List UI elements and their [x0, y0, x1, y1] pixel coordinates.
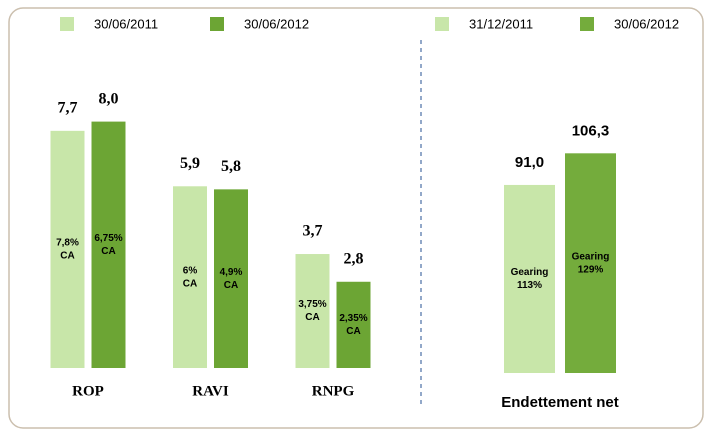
inner-label: 6% [183, 265, 198, 276]
inner-label: Gearing [511, 267, 549, 278]
inner-label: 4,9% [220, 267, 243, 278]
inner-label: CA [183, 278, 197, 289]
inner-label: 7,8% [56, 238, 79, 249]
legend-swatch [210, 17, 224, 31]
inner-label: 2,35% [339, 313, 367, 324]
value-label: 91,0 [515, 154, 544, 171]
inner-label: 129% [578, 264, 604, 275]
legend-label: 30/06/2012 [614, 16, 679, 31]
bar [91, 121, 126, 368]
bar [214, 189, 248, 368]
inner-label: CA [305, 312, 319, 323]
category-label: RNPG [312, 383, 355, 399]
inner-label: CA [101, 246, 115, 257]
value-label: 106,3 [572, 122, 610, 139]
value-label: 8,0 [99, 90, 119, 107]
bar [50, 130, 85, 368]
legend-label: 30/06/2011 [94, 16, 158, 31]
category-label: Endettement net [501, 394, 619, 411]
inner-label: CA [224, 280, 238, 291]
value-label: 2,8 [344, 250, 364, 267]
value-label: 3,7 [303, 223, 323, 240]
bar [173, 186, 207, 368]
legend-swatch [435, 17, 449, 31]
bar [336, 281, 371, 368]
inner-label: Gearing [572, 251, 610, 262]
bar [504, 184, 555, 373]
bar [565, 153, 616, 373]
value-label: 5,8 [221, 158, 241, 175]
bar [295, 254, 330, 368]
category-label: RAVI [192, 383, 229, 399]
inner-label: 113% [517, 280, 542, 291]
inner-label: CA [60, 251, 74, 262]
legend-label: 31/12/2011 [469, 16, 533, 31]
value-label: 7,7 [58, 100, 78, 117]
category-label: ROP [72, 383, 104, 399]
legend-label: 30/06/2012 [244, 16, 309, 31]
legend-swatch [60, 17, 74, 31]
value-label: 5,9 [180, 155, 200, 172]
inner-label: 3,75% [298, 299, 326, 310]
inner-label: CA [346, 326, 360, 337]
inner-label: 6,75% [94, 233, 122, 244]
legend-swatch [580, 17, 594, 31]
